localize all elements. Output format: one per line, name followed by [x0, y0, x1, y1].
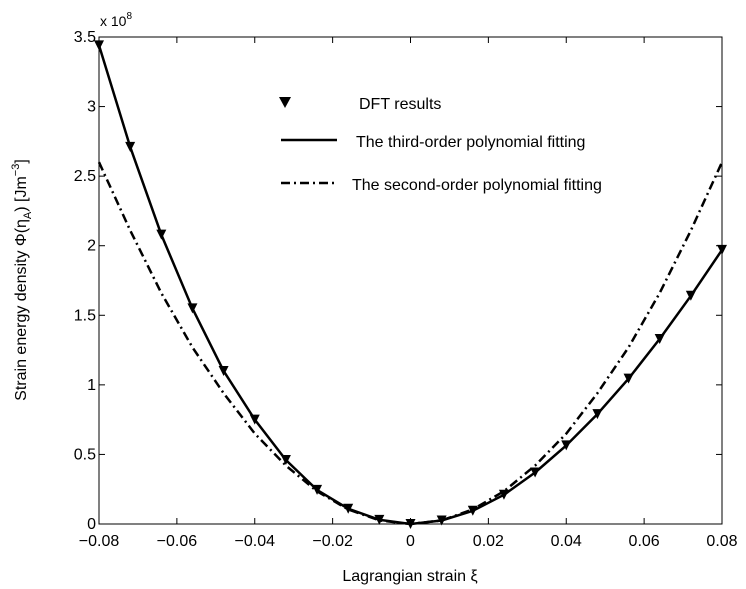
x-tick-label: −0.04 — [235, 533, 276, 550]
dft-markers — [94, 40, 727, 529]
x-tick-label: −0.08 — [79, 533, 120, 550]
dft-marker — [654, 333, 665, 344]
dft-marker — [343, 503, 354, 514]
y-tick-label: 1 — [87, 377, 96, 394]
y-tick-label: 3.5 — [74, 29, 96, 46]
dft-marker — [436, 515, 447, 526]
x-tick-label: 0 — [406, 533, 415, 550]
x-tick-label: −0.06 — [157, 533, 198, 550]
dft-marker — [374, 514, 385, 525]
x-tick-label: 0.04 — [551, 533, 582, 550]
y-tick-label: 2 — [87, 238, 96, 255]
y-tick-label: 2.5 — [74, 168, 96, 185]
dft-marker — [187, 303, 198, 314]
dft-marker — [125, 141, 136, 152]
y-axis-label: Strain energy density Φ(ηA) [Jm−3] — [10, 159, 34, 401]
legend-label-second-order: The second-order polynomial fitting — [352, 177, 602, 194]
y-multiplier: x 108 — [100, 11, 132, 29]
y-tick-label: 0.5 — [74, 446, 96, 463]
x-tick-label: −0.02 — [312, 533, 353, 550]
legend: DFT results The third-order polynomial f… — [279, 96, 602, 194]
x-tick-label: 0.02 — [473, 533, 504, 550]
dft-marker — [156, 229, 167, 240]
dft-marker — [498, 489, 509, 500]
x-tick-labels: −0.08 −0.06 −0.04 −0.02 0 0.02 0.04 0.06 0.08 — [79, 533, 738, 550]
x-tick-label: 0.06 — [629, 533, 660, 550]
x-tick-label: 0.08 — [706, 533, 737, 550]
dft-marker — [467, 505, 478, 516]
dft-marker — [218, 365, 229, 376]
dft-marker — [312, 484, 323, 495]
dft-marker — [623, 373, 634, 384]
plot-area — [98, 36, 723, 525]
dft-marker — [94, 40, 104, 51]
dft-marker — [561, 440, 572, 451]
legend-label-third-order: The third-order polynomial fitting — [356, 134, 585, 151]
dft-marker — [405, 519, 416, 529]
dft-marker — [592, 409, 603, 420]
legend-label-dft: DFT results — [359, 96, 441, 113]
y-tick-label: 3 — [87, 99, 96, 116]
dft-marker — [249, 414, 260, 425]
dft-marker — [280, 454, 291, 465]
y-tick-label: 1.5 — [74, 307, 96, 324]
dft-marker — [530, 467, 541, 478]
y-tick-labels: 0 0.5 1 1.5 2 2.5 3 3.5 — [74, 29, 96, 533]
dft-marker — [685, 290, 696, 301]
legend-marker-dft — [279, 97, 291, 108]
y-tick-label: 0 — [87, 516, 96, 533]
dft-marker — [717, 244, 727, 255]
x-axis-label: Lagrangian strain ξ — [342, 568, 477, 585]
